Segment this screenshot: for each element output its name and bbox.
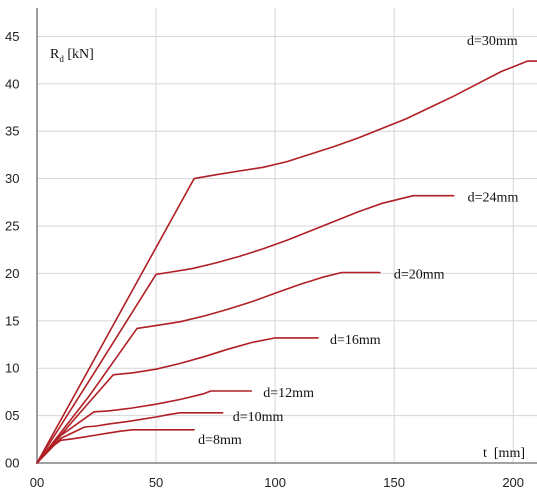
series-line-d=10mm (36, 412, 224, 464)
y-tick-label: 45 (5, 29, 19, 44)
series-line-d=12mm (36, 390, 253, 464)
y-tick-label: 35 (5, 124, 19, 139)
y-tick-label: 40 (5, 76, 19, 91)
y-axis-label-symbol: R (50, 47, 60, 62)
x-tick-label: 150 (383, 475, 405, 489)
y-axis-label-subscript: d (59, 54, 64, 64)
y-tick-label: 20 (5, 266, 19, 281)
series-line-d=20mm (36, 271, 381, 464)
grid (37, 8, 537, 463)
tick-labels: 00 05 10 15 20 25 30 35 40 45 00 50 100 150 200 (5, 29, 524, 489)
series-line-d=24mm (36, 194, 455, 464)
x-tick-label: 100 (264, 475, 286, 489)
series-label: d=8mm (198, 433, 242, 448)
series-label: d=20mm (394, 267, 445, 282)
x-tick-label: 50 (149, 475, 163, 489)
series-label: d=10mm (233, 410, 284, 425)
y-tick-label: 10 (5, 361, 19, 376)
y-tick-label: 25 (5, 219, 19, 234)
y-tick-label: 00 (5, 456, 19, 471)
y-tick-label: 15 (5, 313, 19, 328)
series-lines (36, 60, 537, 464)
series-label: d=30mm (467, 34, 518, 49)
x-axis-label: t [mm] (483, 446, 525, 461)
y-axis-label: Rd [kN] (50, 47, 94, 64)
y-tick-label: 05 (5, 408, 19, 423)
series-line-d=16mm (36, 337, 319, 464)
series-labels: d=8mm d=10mm d=12mm d=16mm d=20mm d=24mm d=30m… (198, 34, 518, 448)
y-axis-label-unit: [kN] (64, 47, 94, 62)
series-label: d=24mm (468, 191, 519, 206)
x-tick-label: 00 (30, 475, 44, 489)
y-tick-label: 30 (5, 171, 19, 186)
x-tick-label: 200 (502, 475, 524, 489)
series-line-d=30mm (36, 60, 537, 464)
series-label: d=12mm (263, 386, 314, 401)
series-label: d=16mm (330, 333, 381, 348)
axes (36, 8, 537, 464)
